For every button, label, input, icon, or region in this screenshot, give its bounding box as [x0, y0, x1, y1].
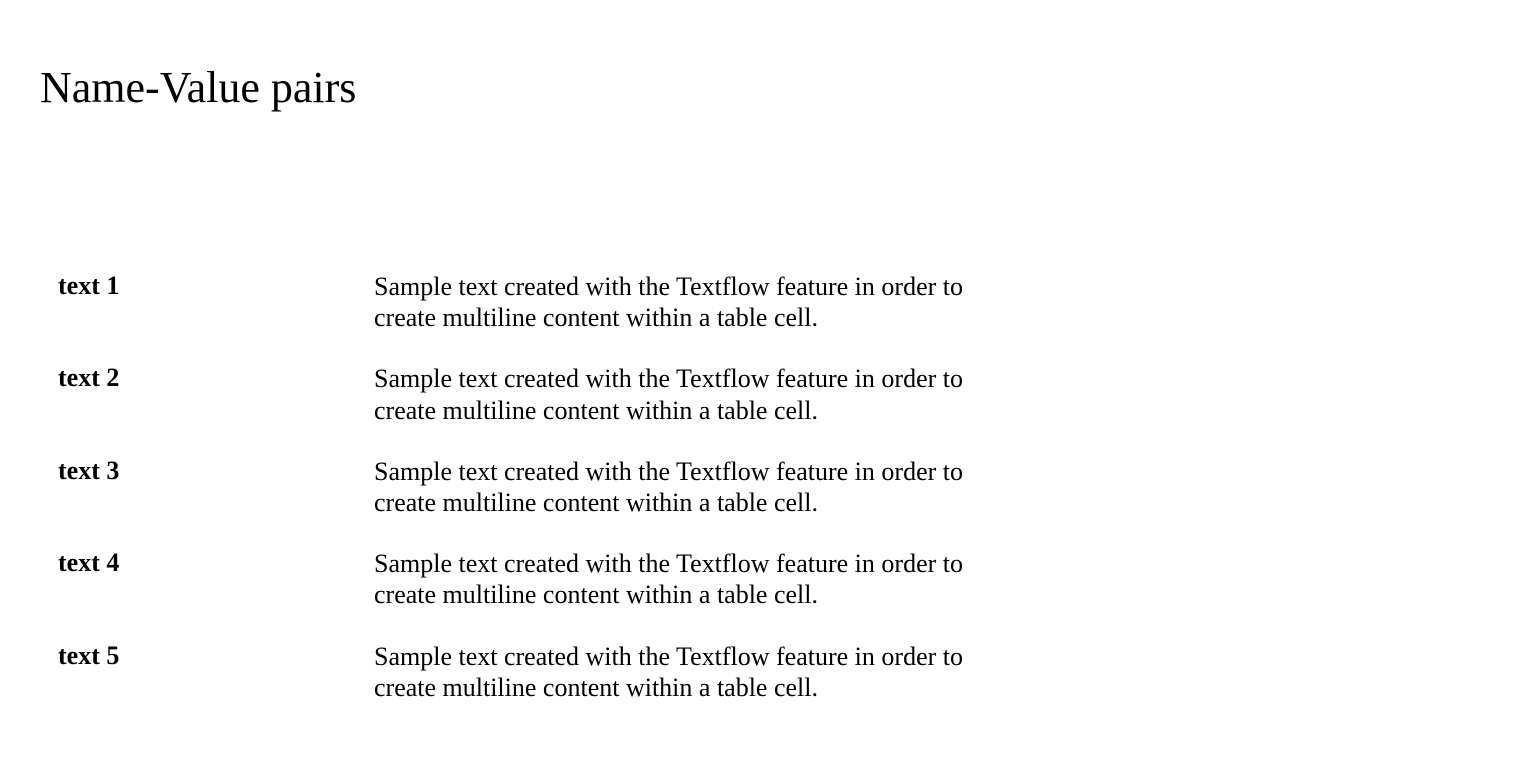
pair-name: text 5 — [58, 641, 374, 671]
pair-row: text 3 Sample text created with the Text… — [58, 456, 1528, 518]
pair-row: text 4 Sample text created with the Text… — [58, 548, 1528, 610]
pair-value: Sample text created with the Textflow fe… — [374, 456, 1024, 518]
pair-value: Sample text created with the Textflow fe… — [374, 548, 1024, 610]
pair-name: text 4 — [58, 548, 374, 578]
pair-row: text 1 Sample text created with the Text… — [58, 271, 1528, 333]
pair-row: text 5 Sample text created with the Text… — [58, 641, 1528, 703]
pair-row: text 2 Sample text created with the Text… — [58, 363, 1528, 425]
pair-value: Sample text created with the Textflow fe… — [374, 271, 1024, 333]
pair-name: text 1 — [58, 271, 374, 301]
page-title: Name-Value pairs — [0, 0, 1528, 113]
pair-value: Sample text created with the Textflow fe… — [374, 641, 1024, 703]
pair-name: text 2 — [58, 363, 374, 393]
pair-name: text 3 — [58, 456, 374, 486]
name-value-list: text 1 Sample text created with the Text… — [0, 113, 1528, 703]
pair-value: Sample text created with the Textflow fe… — [374, 363, 1024, 425]
